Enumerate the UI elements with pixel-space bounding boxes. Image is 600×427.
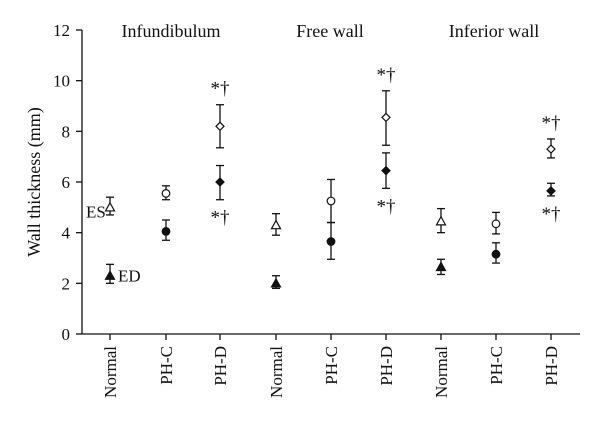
group-title: Infundibulum: [122, 21, 221, 41]
ed-point: [326, 237, 336, 246]
significance-label: *†: [542, 204, 561, 225]
significance-label: *†: [377, 196, 396, 217]
ed-point: [491, 249, 501, 259]
ed-point: [270, 277, 282, 288]
y-tick-label: 10: [53, 72, 70, 91]
ed-point: [161, 226, 171, 236]
y-tick-label: 6: [62, 173, 71, 192]
series-label-es: ES: [86, 202, 106, 221]
group-title: Inferior wall: [449, 21, 539, 41]
y-axis-title: Wall thickness (mm): [24, 107, 45, 257]
x-category-label: Normal: [101, 346, 120, 398]
x-category-label: PH-D: [542, 346, 561, 386]
x-category-label: Normal: [432, 346, 451, 398]
es-point: [326, 196, 336, 206]
series-labels: ES ED: [86, 202, 141, 285]
group-title: Free wall: [296, 21, 363, 41]
significance-labels: *† *† *† *† *† *†: [211, 65, 561, 229]
es-point: [104, 201, 116, 212]
x-category-label: PH-C: [322, 346, 341, 385]
ed-point: [381, 165, 391, 176]
x-category-label: PH-D: [377, 346, 396, 386]
x-ticks: Normal PH-C PH-D Normal PH-C PH-D Normal PH-C PH…: [101, 334, 561, 398]
y-tick-label: 4: [62, 224, 71, 243]
y-tick-label: 2: [62, 274, 71, 293]
es-point: [435, 215, 447, 226]
y-tick-label: 0: [62, 325, 71, 344]
y-ticks: 0 2 4 6 8 10 12: [53, 21, 82, 344]
ed-point: [104, 269, 116, 280]
significance-label: *†: [211, 208, 230, 229]
x-category-label: PH-C: [157, 346, 176, 385]
ed-point: [546, 186, 556, 196]
es-point: [491, 219, 501, 229]
significance-label: *†: [377, 65, 396, 86]
es-point: [546, 144, 556, 154]
x-category-label: PH-C: [487, 346, 506, 385]
es-point: [215, 121, 225, 132]
data-marks: [104, 90, 556, 290]
ed-point: [435, 261, 447, 272]
significance-label: *†: [542, 113, 561, 134]
ed-point: [215, 177, 225, 187]
x-category-label: Normal: [267, 346, 286, 398]
es-point: [381, 112, 391, 123]
y-tick-label: 12: [53, 21, 70, 40]
es-point: [161, 188, 171, 198]
y-tick-label: 8: [62, 122, 71, 141]
es-point: [270, 219, 282, 230]
series-label-ed: ED: [118, 267, 141, 286]
group-titles: Infundibulum Free wall Inferior wall: [122, 21, 540, 41]
x-category-label: PH-D: [211, 346, 230, 386]
significance-label: *†: [211, 79, 230, 100]
